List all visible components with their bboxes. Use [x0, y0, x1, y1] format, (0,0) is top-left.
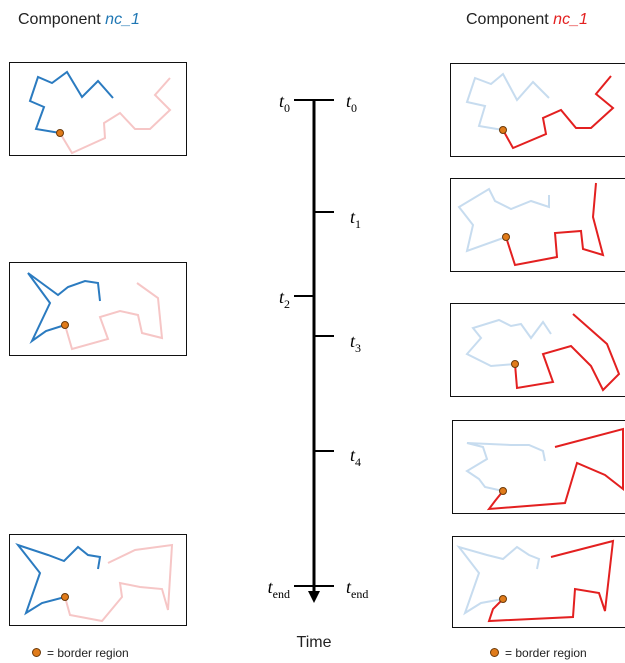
- right-title-component-name: nc_1: [553, 11, 588, 28]
- label-left-t2: t2: [279, 287, 290, 311]
- right-column-title: Component nc_1: [466, 11, 588, 29]
- right-panel-t4: [452, 420, 625, 514]
- border-region-dot: [499, 487, 507, 495]
- label-left-t0: t0: [279, 91, 290, 115]
- label-right-t4: t4: [350, 445, 361, 469]
- right-panel-t3: [450, 303, 625, 397]
- border-region-dot: [499, 126, 507, 134]
- border-region-dot: [61, 593, 69, 601]
- right-panel-t1-drawing: [457, 182, 605, 267]
- label-right-t0: t0: [346, 91, 357, 115]
- border-region-dot: [56, 129, 64, 137]
- timeline-arrowhead: [308, 591, 320, 603]
- right-panel-t0-drawing: [465, 72, 615, 150]
- right-panel-t1: [450, 178, 625, 272]
- left-title-component-name: nc_1: [105, 11, 140, 28]
- right-panel-tend: [452, 536, 625, 628]
- light-blue-path: [465, 318, 552, 368]
- left-title-prefix: Component: [18, 11, 106, 28]
- red-path: [514, 313, 621, 392]
- light-blue-path: [465, 72, 550, 131]
- red-path: [487, 539, 615, 623]
- left-legend-label: = border region: [47, 646, 129, 660]
- border-region-dot: [61, 321, 69, 329]
- border-region-dot: [511, 360, 519, 368]
- label-right-t3: t3: [350, 331, 361, 355]
- light-red-path: [64, 543, 174, 623]
- right-panel-tend-drawing: [456, 539, 615, 623]
- label-right-t1: t1: [350, 207, 361, 231]
- border-region-legend-dot: [32, 648, 41, 658]
- red-path: [486, 427, 624, 511]
- right-title-prefix: Component: [466, 11, 554, 28]
- light-blue-path: [457, 187, 550, 253]
- red-path: [505, 182, 605, 267]
- left-panel-tend-drawing: [15, 542, 174, 623]
- border-region-legend-dot: [490, 648, 499, 658]
- light-red-path: [64, 282, 164, 351]
- light-blue-path: [456, 545, 541, 616]
- border-region-dot: [502, 233, 510, 241]
- left-legend: = border region: [32, 646, 129, 660]
- timeline: t0 t2 tend t0 t1 t3 t4 tend Time: [268, 91, 369, 651]
- blue-path: [15, 542, 102, 616]
- left-panel-t2-drawing: [27, 272, 164, 351]
- right-panel-t0: [450, 63, 625, 157]
- left-panel-t0: [9, 62, 187, 156]
- blue-path: [27, 272, 101, 345]
- border-region-dot: [499, 595, 507, 603]
- label-left-tend: tend: [268, 577, 290, 601]
- timeline-axis-label: Time: [297, 634, 332, 651]
- left-panel-t2: [9, 262, 187, 356]
- right-legend-label: = border region: [505, 646, 587, 660]
- blue-path: [28, 70, 114, 134]
- label-right-tend: tend: [346, 577, 368, 601]
- right-legend: = border region: [490, 646, 587, 660]
- left-panel-t0-drawing: [28, 70, 172, 155]
- red-path: [502, 75, 615, 150]
- light-red-path: [59, 77, 172, 155]
- right-panel-t4-drawing: [465, 427, 624, 511]
- left-column-title: Component nc_1: [18, 11, 140, 29]
- right-panel-t3-drawing: [465, 313, 621, 392]
- light-blue-path: [465, 442, 546, 492]
- left-panel-tend: [9, 534, 187, 626]
